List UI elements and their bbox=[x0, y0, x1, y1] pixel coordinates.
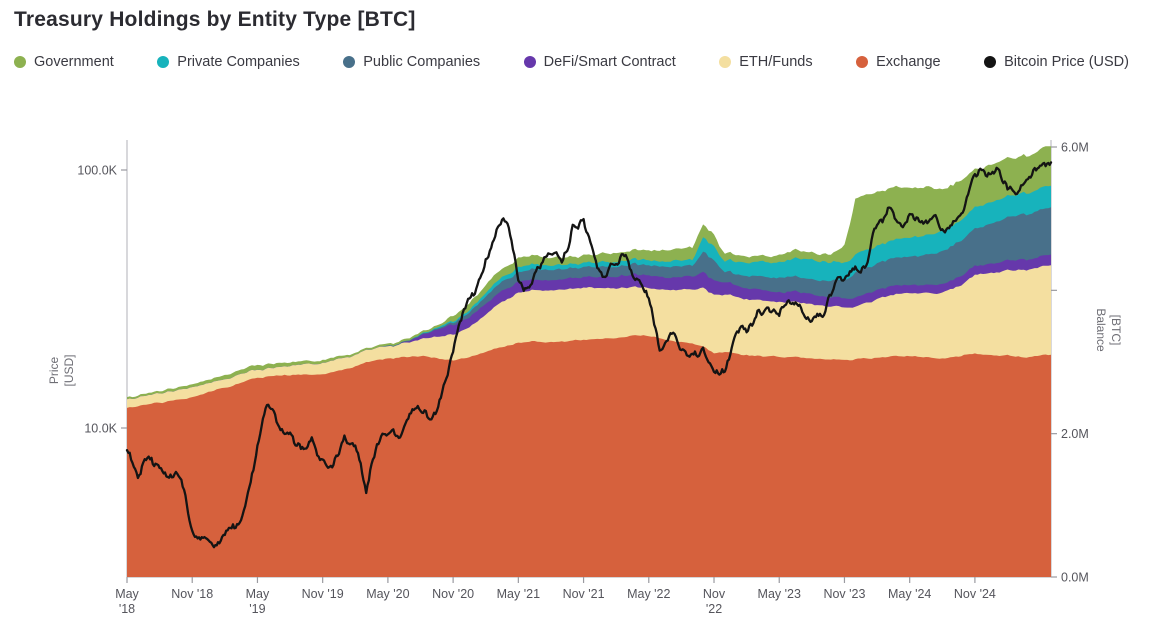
legend-dot-icon bbox=[984, 56, 997, 68]
legend-dot-icon bbox=[14, 56, 26, 68]
right-tick-label: 6.0M bbox=[1061, 141, 1089, 155]
x-tick-label: May '23 bbox=[758, 587, 801, 601]
legend-item-label: Public Companies bbox=[363, 54, 481, 70]
legend-dot-icon bbox=[856, 56, 869, 68]
x-tick-label: May '22 bbox=[627, 587, 670, 601]
legend-item-label: Exchange bbox=[876, 54, 941, 70]
x-tick-label: Nov '23 bbox=[823, 587, 865, 601]
x-tick-label: Nov '19 bbox=[302, 587, 344, 601]
legend-item-label: Bitcoin Price (USD) bbox=[1004, 54, 1129, 70]
left-axis-title: [USD] bbox=[62, 354, 76, 386]
right-tick-label: 0.0M bbox=[1061, 571, 1089, 585]
left-tick-label: 10.0K bbox=[84, 422, 117, 436]
right-axis-title: [BTC] bbox=[1109, 315, 1123, 346]
left-axis-ticks: 10.0K 100.0K bbox=[77, 164, 127, 436]
legend-dot-icon bbox=[719, 56, 732, 68]
stacked-areas bbox=[127, 146, 1051, 577]
legend-item-eth-funds[interactable]: ETH/Funds bbox=[719, 54, 813, 70]
x-tick-label: Nov '18 bbox=[171, 587, 213, 601]
x-tick-label: Nov '24 bbox=[954, 587, 996, 601]
x-tick-label: May '24 bbox=[888, 587, 931, 601]
chart-legend: Government Private Companies Public Compan… bbox=[14, 51, 1129, 73]
legend-dot-icon bbox=[523, 56, 536, 68]
legend-item-label: DeFi/Smart Contract bbox=[543, 54, 676, 70]
legend-item-bitcoin-price-usd-[interactable]: Bitcoin Price (USD) bbox=[984, 54, 1129, 70]
left-tick-label: 100.0K bbox=[77, 164, 117, 178]
x-tick-label: Nov '21 bbox=[563, 587, 605, 601]
legend-item-private-companies[interactable]: Private Companies bbox=[157, 54, 300, 70]
legend-item-defi-smart-contract[interactable]: DeFi/Smart Contract bbox=[523, 54, 676, 70]
legend-item-label: Government bbox=[34, 54, 114, 70]
x-tick-label: May '21 bbox=[497, 587, 540, 601]
legend-dot-icon bbox=[157, 56, 170, 68]
legend-item-exchange[interactable]: Exchange bbox=[856, 54, 941, 70]
x-tick-label: Nov '20 bbox=[432, 587, 474, 601]
legend-item-label: Private Companies bbox=[177, 54, 300, 70]
x-tick-label: May '20 bbox=[366, 587, 409, 601]
chart-title: Treasury Holdings by Entity Type [BTC] bbox=[14, 8, 416, 31]
x-tick-label: May '19 bbox=[246, 587, 270, 616]
x-tick-label: Nov '22 bbox=[703, 587, 726, 616]
legend-item-public-companies[interactable]: Public Companies bbox=[343, 54, 480, 70]
left-axis-title: Price bbox=[47, 357, 61, 385]
legend-item-government[interactable]: Government bbox=[14, 54, 114, 70]
area-exchange bbox=[127, 335, 1051, 577]
legend-item-label: ETH/Funds bbox=[739, 54, 813, 70]
legend-dot-icon bbox=[343, 56, 356, 68]
bitcoin-price-line bbox=[125, 161, 1053, 549]
x-axis-ticks: May '18 Nov '18 May '19 Nov '19 May '20 Nov '20… bbox=[115, 577, 996, 616]
right-tick-label: 2.0M bbox=[1061, 427, 1089, 441]
x-tick-label: May '18 bbox=[115, 587, 139, 616]
right-axis-ticks: 0.0M 2.0M 6.0M bbox=[1051, 141, 1089, 585]
right-axis-title: Balance bbox=[1094, 308, 1108, 352]
